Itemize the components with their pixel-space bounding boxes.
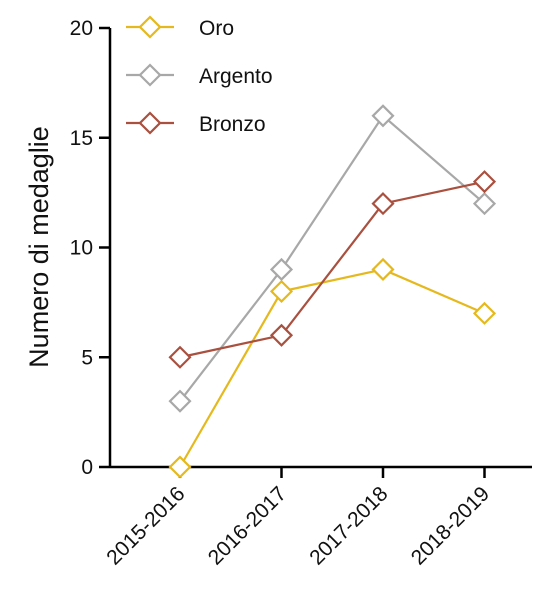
legend-item-bronzo: Bronzo — [126, 111, 266, 136]
axes: 0 5 10 15 20 2015-2016 2016-2017 2017-2018 2018… — [70, 17, 532, 570]
y-tick-label: 0 — [81, 456, 93, 479]
series-argento — [168, 104, 497, 413]
series-line — [179, 180, 485, 359]
data-point — [168, 389, 192, 413]
series-bronzo — [168, 170, 497, 369]
data-point — [472, 170, 497, 194]
series-line — [179, 268, 485, 468]
y-tick-label: 15 — [70, 127, 93, 150]
data-point — [472, 301, 497, 325]
data-point — [269, 323, 294, 347]
x-ticks: 2015-2016 2016-2017 2017-2018 2018-2019 — [102, 467, 494, 570]
data-point — [371, 257, 395, 282]
legend-label: Oro — [199, 17, 234, 40]
y-tick-label: 5 — [81, 346, 93, 369]
data-point — [269, 279, 294, 303]
data-point — [472, 192, 497, 216]
legend-marker — [138, 111, 162, 135]
legend: Oro Argento Bronzo — [126, 15, 273, 136]
x-tick-label: 2016-2017 — [204, 482, 291, 569]
legend-marker — [138, 63, 162, 87]
legend-label: Argento — [199, 65, 273, 88]
data-point — [168, 455, 192, 479]
y-tick-label: 20 — [70, 17, 93, 40]
legend-marker — [138, 15, 162, 39]
data-point — [371, 192, 395, 216]
x-tick-label: 2017-2018 — [305, 482, 392, 569]
x-tick-label: 2015-2016 — [102, 482, 189, 569]
data-point — [371, 104, 395, 128]
y-ticks: 0 5 10 15 20 — [70, 17, 110, 479]
legend-label: Bronzo — [199, 113, 266, 136]
y-axis-title: Numero di medaglie — [24, 126, 54, 368]
legend-item-oro: Oro — [126, 15, 234, 40]
data-point — [269, 257, 294, 282]
data-point — [168, 345, 192, 369]
y-tick-label: 10 — [70, 237, 93, 260]
x-tick-label: 2018-2019 — [407, 482, 494, 569]
series-layer — [168, 104, 497, 479]
series-line — [179, 114, 486, 402]
series-oro — [168, 257, 497, 479]
legend-item-argento: Argento — [126, 63, 273, 88]
